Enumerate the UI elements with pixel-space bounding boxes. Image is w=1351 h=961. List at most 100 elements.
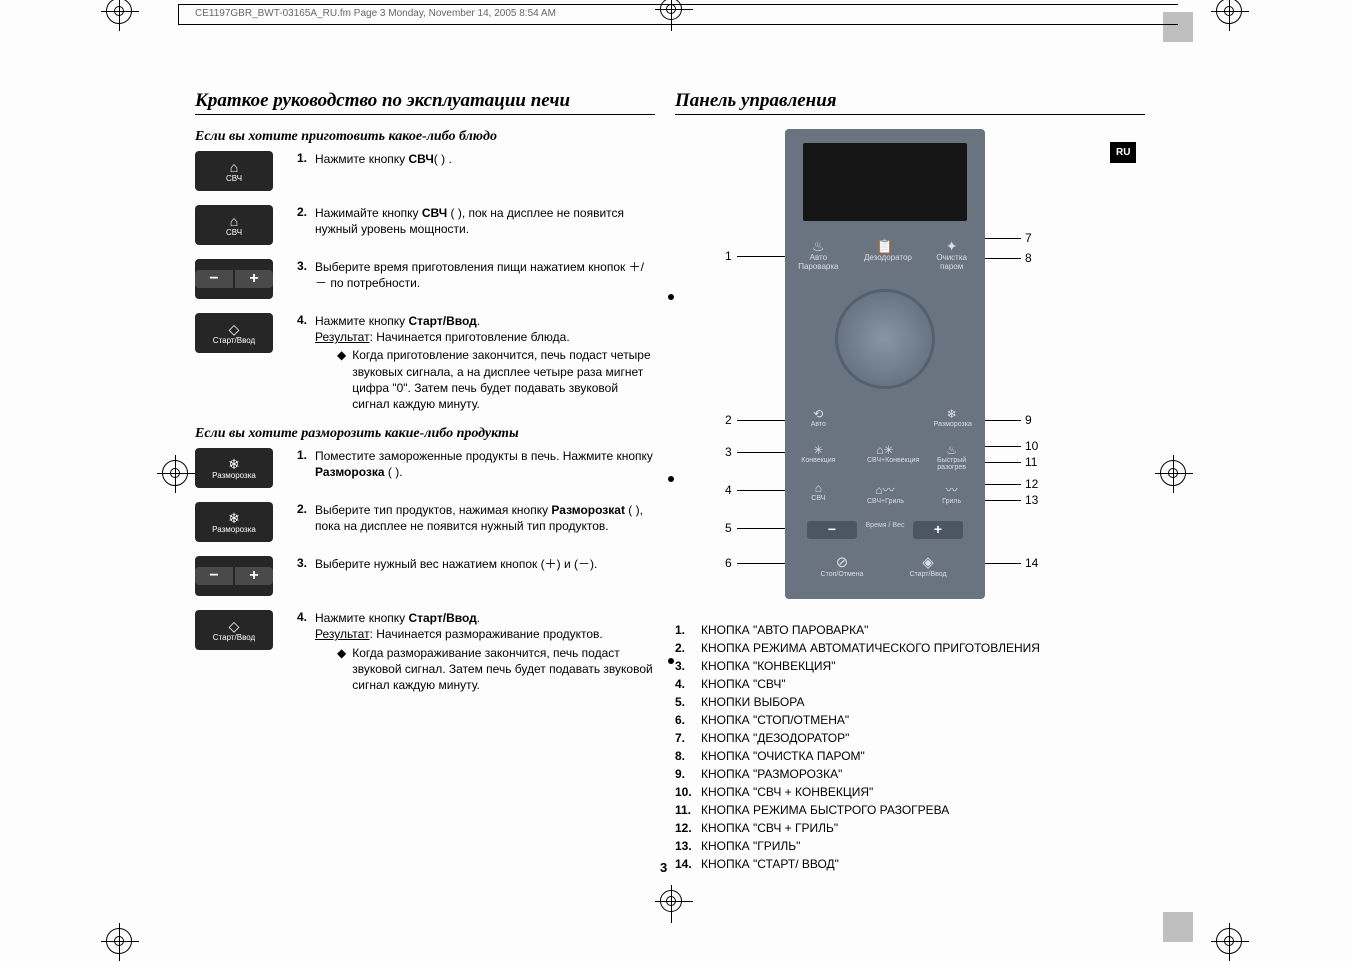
legend-num: 5. <box>675 693 701 711</box>
callout-number: 6 <box>725 556 732 570</box>
label: Гриль <box>942 498 961 505</box>
button-plus-minus: − + <box>195 259 273 299</box>
legend-text: КНОПКА "СТАРТ/ ВВОД" <box>701 855 839 873</box>
label: Быстрый разогрев <box>937 457 966 471</box>
label: Дезодоратор <box>864 253 912 262</box>
step-number: 4. <box>297 610 315 693</box>
panel-legend: 1.КНОПКА "АВТО ПАРОВАРКА" 2.КНОПКА РЕЖИМ… <box>675 621 1145 873</box>
legend-row: 10.КНОПКА "СВЧ + КОНВЕКЦИЯ" <box>675 783 1145 801</box>
start-icon: ◈ <box>903 553 953 571</box>
callout-number: 14 <box>1025 556 1038 570</box>
section-title-quick-guide: Краткое руководство по эксплуатации печи <box>195 90 655 115</box>
legend-num: 11. <box>675 801 701 819</box>
step-number: 3. <box>297 259 315 299</box>
label: Старт/Ввод <box>909 571 946 578</box>
step-text: Нажимайте кнопку СВЧ ( ), пок на дисплее… <box>315 205 655 245</box>
text-bold: Старт/Ввод <box>408 314 476 328</box>
legend-text: КНОПКА РЕЖИМА БЫСТРОГО РАЗОГРЕВА <box>701 801 949 819</box>
panel-dial <box>835 289 935 389</box>
step-text: Выберите время приготовления пищи нажати… <box>315 259 655 299</box>
legend-num: 14. <box>675 855 701 873</box>
panel-btn-auto: ⟲Авто <box>800 407 836 428</box>
reg-mark <box>1160 460 1186 486</box>
button-label: СВЧ <box>226 228 242 237</box>
legend-num: 7. <box>675 729 701 747</box>
panel-row-4: ⌂СВЧ ⌂〰СВЧ+Гриль 〰Гриль <box>785 481 985 505</box>
defrost-icon: ❄ <box>228 457 240 471</box>
button-plus-minus: − + <box>195 556 273 596</box>
text: ( ) . <box>434 152 452 166</box>
legend-text: КНОПКА "КОНВЕКЦИЯ" <box>701 657 835 675</box>
fold-dot <box>668 658 674 664</box>
panel-row-top: ♨Авто Пароварка 📋Дезодоратор ✦Очистка па… <box>785 239 985 271</box>
callout-number: 10 <box>1025 439 1038 453</box>
button-start-icon: ◇ Старт/Ввод <box>195 610 273 650</box>
panel-btn-conv: ✳Конвекция <box>800 443 836 471</box>
callout-number: 7 <box>1025 231 1032 245</box>
text-bold: Разморозкаt <box>551 503 625 517</box>
fold-dot <box>668 476 674 482</box>
panel-row-auto-defrost: ⟲Авто ❄Разморозка <box>785 407 985 428</box>
legend-text: КНОПКА "РАЗМОРОЗКА" <box>701 765 842 783</box>
steam-icon: ♨ <box>797 239 839 253</box>
step-text: Нажмите кнопку Старт/Ввод. Результат: На… <box>315 313 655 412</box>
legend-num: 4. <box>675 675 701 693</box>
text-bold: Разморозка <box>315 465 385 479</box>
bullet-text: Когда приготовление закончится, печь под… <box>352 347 655 412</box>
microwave-icon: ⌂ <box>800 481 836 495</box>
start-icon: ◇ <box>229 619 240 633</box>
legend-row: 6.КНОПКА "СТОП/ОТМЕНА" <box>675 711 1145 729</box>
legend-row: 13.КНОПКА "ГРИЛЬ" <box>675 837 1145 855</box>
microwave-icon: ⌂ <box>230 214 238 228</box>
text: . <box>477 314 480 328</box>
legend-text: КНОПКА "СВЧ + КОНВЕКЦИЯ" <box>701 783 873 801</box>
mw-grill-icon: ⌂〰 <box>867 481 903 498</box>
panel-btn-defrost: ❄Разморозка <box>934 407 970 428</box>
text: ( ). <box>385 465 403 479</box>
legend-num: 1. <box>675 621 701 639</box>
cook-step-1: ⌂ СВЧ 1. Нажмите кнопку СВЧ( ) . <box>195 151 655 191</box>
panel-btn-plus: + <box>913 521 963 539</box>
reg-mark <box>1216 928 1242 954</box>
panel-btn-minus: − <box>807 521 857 539</box>
legend-row: 14.КНОПКА "СТАРТ/ ВВОД" <box>675 855 1145 873</box>
label: СВЧ <box>811 495 825 502</box>
panel-btn-mw-conv: ⌂✳СВЧ+Конвекция <box>867 443 903 471</box>
cook-step-2: ⌂ СВЧ 2. Нажимайте кнопку СВЧ ( ), пок н… <box>195 205 655 245</box>
step-number: 1. <box>297 448 315 488</box>
result-label: Результат <box>315 627 370 641</box>
legend-text: КНОПКА "ОЧИСТКА ПАРОМ" <box>701 747 865 765</box>
defrost-icon: ❄ <box>934 407 970 421</box>
panel-btn-steamclean: ✦Очистка паром <box>931 239 973 271</box>
legend-text: КНОПКА "СВЧ + ГРИЛЬ" <box>701 819 838 837</box>
step-number: 1. <box>297 151 315 191</box>
label: Конвекция <box>801 457 835 464</box>
panel-display <box>803 143 967 221</box>
step-text: Нажмите кнопку СВЧ( ) . <box>315 151 655 191</box>
minus-icon: − <box>195 567 233 585</box>
defrost-step-2: ❄ Разморозка 2. Выберите тип продуктов, … <box>195 502 655 542</box>
reg-mark <box>660 890 682 912</box>
result-label: Результат <box>315 330 370 344</box>
step-number: 3. <box>297 556 315 596</box>
legend-text: КНОПКА "ГРИЛЬ" <box>701 837 800 855</box>
legend-row: 1.КНОПКА "АВТО ПАРОВАРКА" <box>675 621 1145 639</box>
reg-mark <box>106 928 132 954</box>
button-label: Старт/Ввод <box>213 633 255 642</box>
label: Стоп/Отмена <box>821 571 864 578</box>
reg-mark <box>106 0 132 24</box>
callout-number: 9 <box>1025 413 1032 427</box>
text: Нажмите кнопку <box>315 314 408 328</box>
diamond-bullet-icon: ◆ <box>337 645 346 694</box>
stop-icon: ⊘ <box>817 553 867 571</box>
legend-num: 12. <box>675 819 701 837</box>
button-label: Разморозка <box>212 525 256 534</box>
microwave-icon: ⌂ <box>230 160 238 174</box>
step-number: 2. <box>297 502 315 542</box>
section-title-panel: Панель управления <box>675 90 1145 115</box>
legend-row: 7.КНОПКА "ДЕЗОДОРАТОР" <box>675 729 1145 747</box>
legend-text: КНОПКА РЕЖИМА АВТОМАТИЧЕСКОГО ПРИГОТОВЛЕ… <box>701 639 1040 657</box>
panel-btn-mw-grill: ⌂〰СВЧ+Гриль <box>867 481 903 505</box>
text: Поместите замороженные продукты в печь. … <box>315 449 653 463</box>
label: Авто <box>811 421 826 428</box>
